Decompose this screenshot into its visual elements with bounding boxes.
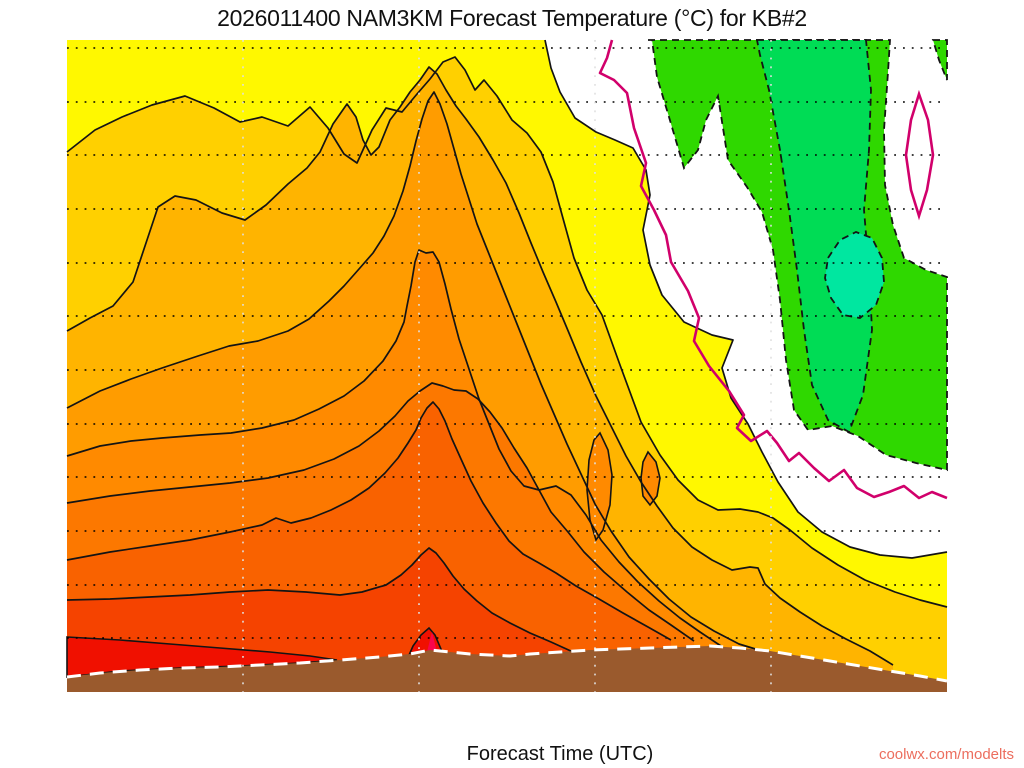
x-axis-title: Forecast Time (UTC) — [466, 743, 654, 765]
minus4-region — [755, 39, 873, 434]
watermark-link[interactable]: coolwx.com/modelts — [878, 746, 1014, 763]
terrain-fill — [67, 646, 947, 692]
isotherm-16 — [66, 547, 574, 653]
minus6-core — [824, 231, 885, 319]
isotherm-lines — [66, 39, 948, 666]
corner-sliver — [931, 39, 948, 81]
isotherm-4 — [66, 56, 948, 608]
zero-degree-line — [598, 39, 948, 500]
warm-pocket-2 — [640, 450, 661, 507]
isotherm-10 — [66, 249, 722, 647]
filled-contours — [67, 40, 947, 692]
grid-lines-horizontal — [67, 47, 947, 639]
isotherm-6 — [66, 66, 894, 666]
warm-pocket-1 — [586, 431, 613, 542]
grid-lines-vertical — [242, 40, 772, 692]
isotherm-14 — [66, 401, 672, 641]
isotherm-12 — [66, 382, 695, 642]
terrain — [67, 646, 947, 692]
zero-line-lens — [904, 89, 935, 221]
cold-region — [648, 39, 948, 472]
isotherm-8 — [66, 91, 763, 652]
chart-title: 2026011400 NAM3KM Forecast Temperature (… — [217, 5, 807, 31]
surface-line — [66, 644, 948, 683]
